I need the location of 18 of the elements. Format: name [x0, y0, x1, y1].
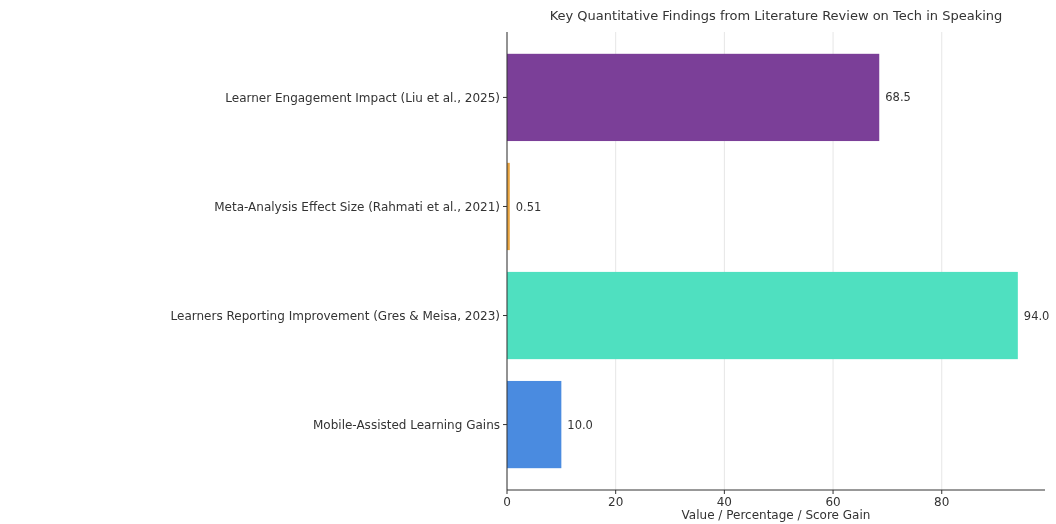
data-label: 0.51: [515, 199, 542, 214]
data-label: 94.0: [1023, 308, 1050, 323]
chart-title: Key Quantitative Findings from Literature Review on Tech in Speaking: [549, 8, 1003, 23]
y-tick-label: Mobile-Assisted Learning Gains: [312, 417, 500, 432]
x-tick-label: 60: [825, 495, 841, 509]
data-label: 10.0: [567, 417, 593, 432]
bar: [507, 53, 880, 142]
bar: [507, 380, 562, 469]
y-tick-label: Meta-Analysis Effect Size (Rahmati et al., 2021): [214, 199, 500, 214]
y-tick-label: Learner Engagement Impact (Liu et al., 2025): [225, 90, 500, 105]
y-tick-label: Learners Reporting Improvement (Gres & Meisa, 2023): [170, 308, 500, 323]
data-label: 68.5: [885, 90, 911, 105]
x-tick-label: 0: [503, 495, 511, 509]
x-axis-title: Value / Percentage / Score Gain: [681, 508, 871, 522]
x-tick-label: 20: [608, 495, 624, 509]
bar: [507, 271, 1018, 360]
x-tick-label: 80: [934, 495, 950, 509]
x-tick-label: 40: [716, 495, 733, 509]
